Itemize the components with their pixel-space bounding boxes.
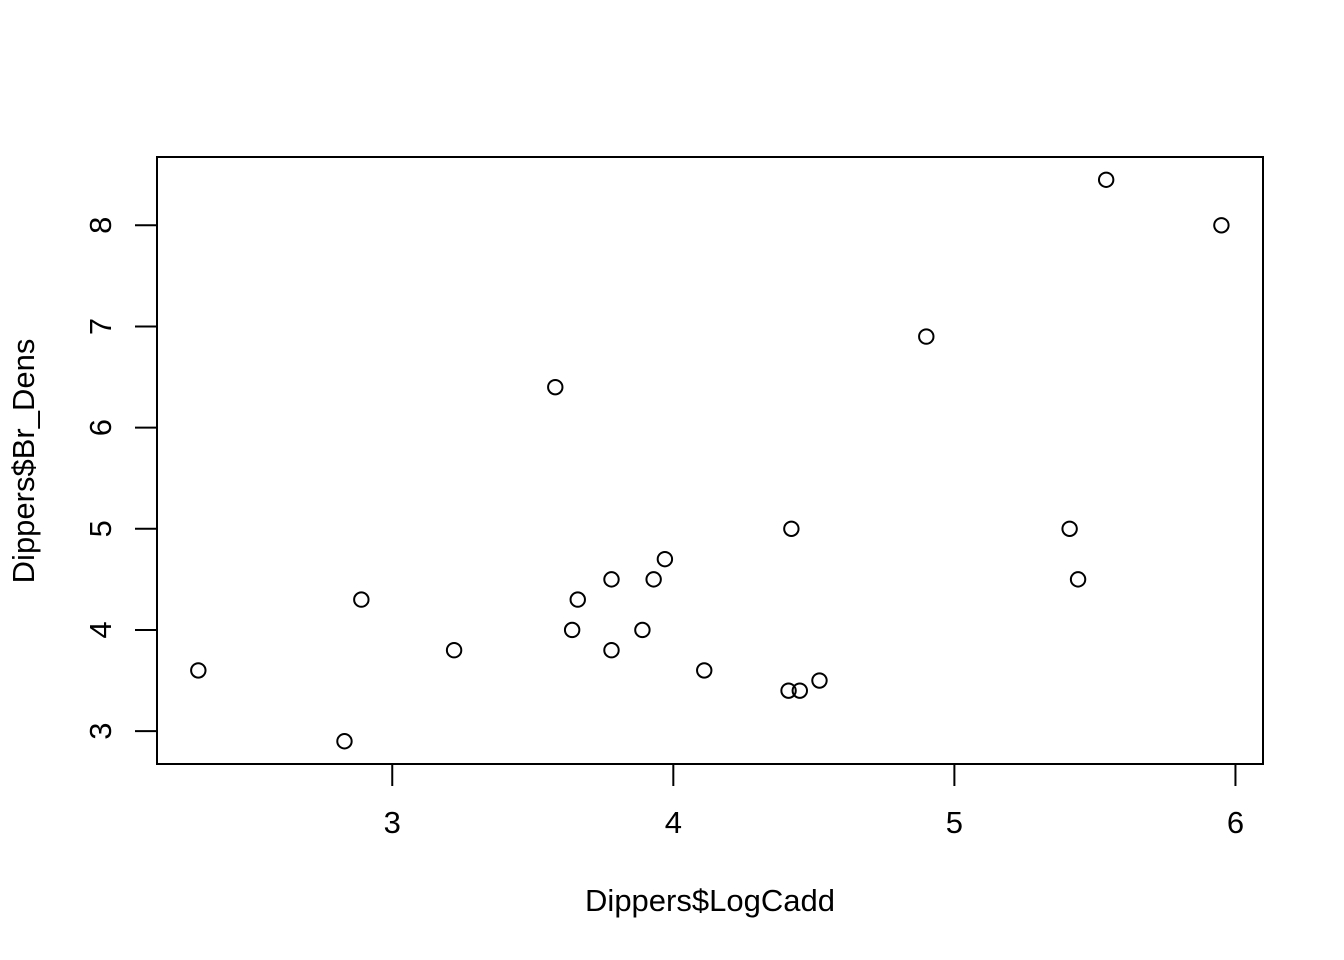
- data-point: [811, 672, 828, 689]
- x-tick-label: 4: [665, 805, 682, 840]
- data-point: [696, 662, 713, 679]
- y-tick-label: 5: [83, 520, 118, 537]
- x-tick-label: 3: [384, 805, 401, 840]
- data-points: [190, 171, 1230, 750]
- data-point: [603, 641, 620, 659]
- data-point: [1213, 217, 1230, 234]
- data-point: [1061, 520, 1078, 537]
- data-point: [656, 550, 674, 568]
- data-point: [1069, 571, 1087, 588]
- data-point: [783, 520, 800, 537]
- data-point: [190, 662, 207, 679]
- data-point: [791, 682, 809, 699]
- y-axis: 3 4 5 6 7 8: [83, 217, 158, 740]
- data-point: [1097, 171, 1115, 188]
- x-axis: 3 4 5 6: [384, 763, 1244, 840]
- y-tick-label: 4: [83, 621, 118, 638]
- data-point: [569, 591, 586, 608]
- data-point: [445, 641, 463, 659]
- data-point: [918, 328, 935, 345]
- x-tick-label: 5: [946, 805, 963, 840]
- data-point: [563, 621, 581, 639]
- data-point: [634, 621, 651, 639]
- data-point: [336, 733, 353, 750]
- data-point: [547, 378, 564, 396]
- data-point: [645, 571, 662, 588]
- data-point: [353, 591, 370, 608]
- y-axis-label: Dippers$Br_Dens: [6, 339, 41, 584]
- data-point: [780, 682, 797, 699]
- data-point: [603, 571, 620, 588]
- x-axis-label: Dippers$LogCadd: [585, 883, 835, 918]
- y-tick-label: 6: [83, 419, 118, 436]
- y-tick-label: 8: [83, 217, 118, 234]
- y-tick-label: 3: [83, 722, 118, 739]
- y-tick-label: 7: [83, 318, 118, 335]
- x-tick-label: 6: [1227, 805, 1244, 840]
